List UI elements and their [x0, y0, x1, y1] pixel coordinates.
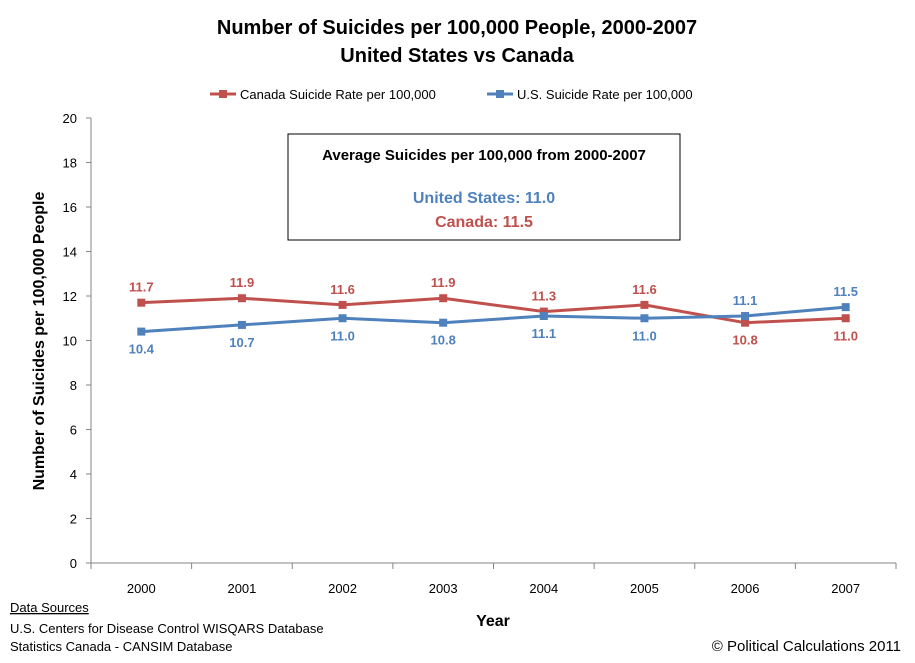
copyright: © Political Calculations 2011	[712, 638, 901, 655]
data-point-canada	[841, 314, 850, 323]
data-point-canada	[539, 307, 548, 316]
legend-item-us: U.S. Suicide Rate per 100,000	[487, 87, 693, 102]
annotation-us-average: United States: 11.0	[413, 190, 555, 207]
data-point-canada	[741, 318, 750, 327]
legend-label-canada: Canada Suicide Rate per 100,000	[240, 87, 436, 102]
x-tick-label: 2007	[831, 581, 860, 596]
legend: Canada Suicide Rate per 100,000 U.S. Sui…	[210, 87, 693, 102]
legend-item-canada: Canada Suicide Rate per 100,000	[210, 87, 436, 102]
y-tick-label: 20	[63, 111, 77, 126]
data-label-us: 11.0	[632, 328, 657, 343]
data-point-us	[439, 318, 448, 327]
y-tick-label: 4	[70, 467, 77, 482]
y-tick-label: 8	[70, 378, 77, 393]
chart-title: Number of Suicides per 100,000 People, 2…	[217, 17, 697, 39]
y-tick-label: 12	[63, 289, 77, 304]
series-line-us	[141, 305, 846, 334]
data-label-us: 10.4	[129, 342, 155, 357]
data-point-us	[237, 320, 246, 329]
sources-heading: Data Sources	[10, 600, 89, 615]
annotation-frame	[287, 133, 681, 241]
data-point-us	[539, 312, 548, 321]
data-label-us: 11.1	[733, 293, 758, 308]
y-tick-label: 0	[70, 556, 77, 571]
x-tick-label: 2005	[630, 581, 659, 596]
legend-label-us: U.S. Suicide Rate per 100,000	[517, 87, 693, 102]
y-tick-label: 6	[70, 423, 77, 438]
data-label-canada: 11.9	[230, 275, 255, 290]
chart-subtitle: United States vs Canada	[340, 45, 574, 67]
x-tick-label: 2006	[731, 581, 760, 596]
average-annotation-box: Average Suicides per 100,000 from 2000-2…	[287, 133, 681, 241]
data-label-canada: 11.0	[833, 328, 858, 343]
y-tick-label: 2	[70, 512, 77, 527]
x-tick-label: 2004	[529, 581, 558, 596]
data-label-us: 10.8	[431, 333, 456, 348]
data-label-us: 11.5	[833, 284, 858, 299]
y-tick-label: 16	[63, 200, 77, 215]
x-tick-label: 2002	[328, 581, 357, 596]
y-tick-label: 10	[63, 334, 77, 349]
data-label-us: 11.1	[532, 326, 557, 341]
data-label-canada: 11.6	[330, 282, 355, 297]
data-point-us	[338, 314, 347, 323]
data-label-canada: 11.3	[532, 289, 557, 304]
source-line-statcan: Statistics Canada - CANSIM Database	[10, 639, 233, 654]
data-label-canada: 11.6	[632, 282, 657, 297]
data-point-canada	[338, 300, 347, 309]
x-tick-label: 2000	[127, 581, 156, 596]
legend-marker-us	[496, 90, 504, 98]
data-label-us: 11.0	[330, 328, 355, 343]
annotation-canada-average: Canada: 11.5	[435, 214, 533, 231]
data-point-us	[137, 327, 146, 336]
x-tick-label: 2003	[429, 581, 458, 596]
annotation-title: Average Suicides per 100,000 from 2000-2…	[322, 147, 646, 164]
data-label-canada: 10.8	[732, 333, 757, 348]
data-label-us: 10.7	[229, 335, 254, 350]
plot-area: 0 2 4 6 8 10 12 14 16 18 20 2000 2001 2002 2003 2004 200…	[63, 111, 897, 596]
legend-marker-canada	[219, 90, 227, 98]
y-axis-title: Number of Suicides per 100,000 People	[31, 192, 48, 491]
data-point-us	[841, 303, 850, 312]
data-point-canada	[439, 294, 448, 303]
data-point-us	[741, 312, 750, 321]
data-point-canada	[237, 294, 246, 303]
y-tick-label: 18	[63, 156, 77, 171]
x-axis-title: Year	[476, 613, 510, 630]
source-line-cdc: U.S. Centers for Disease Control WISQARS…	[10, 621, 324, 636]
data-point-canada	[137, 298, 146, 307]
y-tick-label: 14	[63, 245, 77, 260]
data-label-canada: 11.7	[129, 280, 154, 295]
x-tick-label: 2001	[227, 581, 256, 596]
data-point-canada	[640, 300, 649, 309]
series-line-canada	[141, 296, 846, 325]
data-label-canada: 11.9	[431, 275, 456, 290]
data-point-us	[640, 314, 649, 323]
